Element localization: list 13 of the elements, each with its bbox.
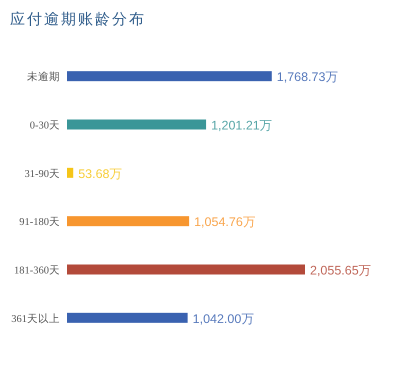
category-label: 未逾期 (27, 72, 60, 84)
value-label: 53.68万 (78, 166, 122, 181)
category-label: 181-360天 (14, 266, 60, 276)
value-label: 1,042.00万 (192, 312, 254, 326)
value-label: 1,201.21万 (211, 118, 273, 132)
category-label: 91-180天 (19, 217, 60, 228)
value-label: 1,054.76万 (194, 215, 256, 230)
category-label: 31-90天 (24, 168, 60, 180)
category-label: 361天以上 (11, 314, 60, 325)
title: 应付逾期账龄分布 (10, 10, 146, 28)
value-label: 2,055.65万 (310, 264, 372, 278)
value-label: 1,768.73万 (276, 70, 338, 84)
category-label: 0-30天 (30, 120, 60, 132)
